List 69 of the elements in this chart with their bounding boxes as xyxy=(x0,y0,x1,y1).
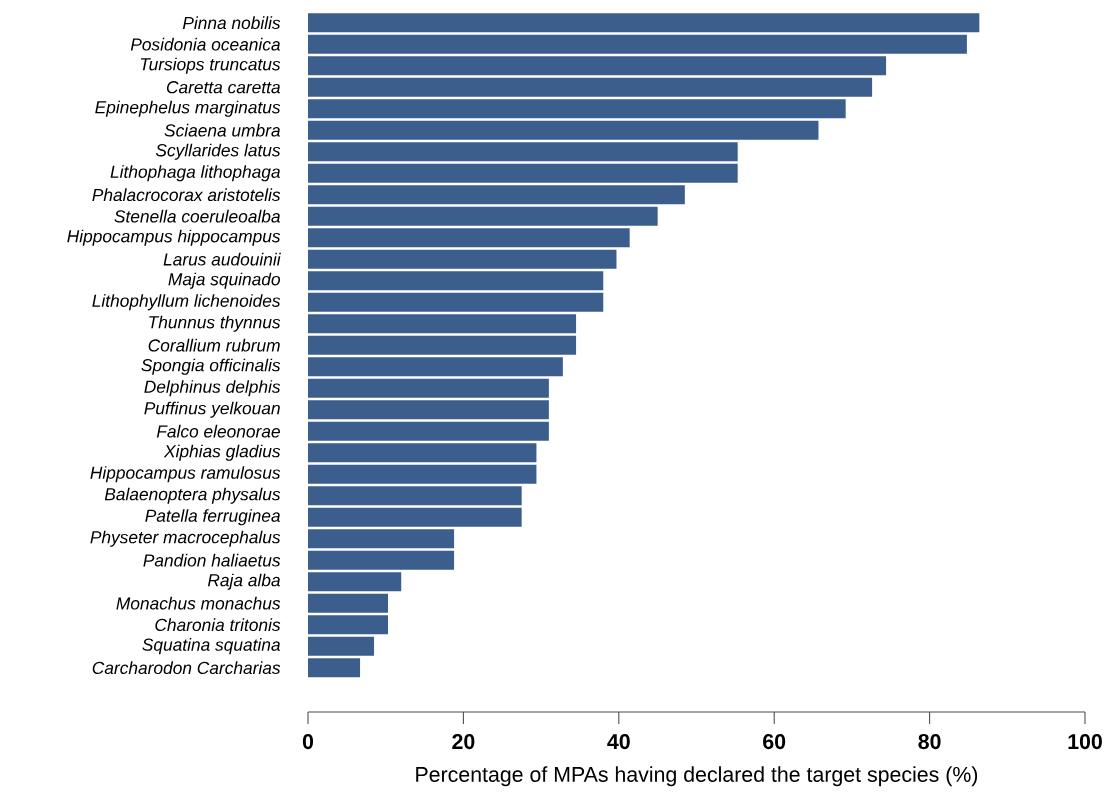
y-tick-label: Delphinus delphis xyxy=(144,380,281,397)
x-tick-label: 60 xyxy=(763,734,786,750)
bar xyxy=(308,443,537,463)
bar xyxy=(308,314,577,334)
bar xyxy=(308,593,389,613)
y-tick-label: Stenella coeruleoalba xyxy=(114,209,280,223)
bar xyxy=(308,529,455,549)
y-tick-label: Lithophyllum lichenoides xyxy=(92,294,281,311)
y-tick-label: Tursiops truncatus xyxy=(140,57,281,74)
y-tick-label: Squatina squatina xyxy=(142,638,280,655)
x-tick-label: 20 xyxy=(452,734,475,750)
y-tick-label: Posidonia oceanica xyxy=(130,37,280,51)
y-tick-label: Balaenoptera physalus xyxy=(104,487,281,504)
y-tick-label: Carcharodon Carcharias xyxy=(92,661,281,675)
bar xyxy=(308,615,389,635)
y-tick-label: Physeter macrocephalus xyxy=(90,530,281,547)
bar xyxy=(308,292,604,312)
bar xyxy=(308,335,577,355)
x-axis-title: Percentage of MPAs having declared the target species (%) xyxy=(416,766,978,787)
x-tick-label: 0 xyxy=(302,734,314,750)
y-tick-label: Patella ferruginea xyxy=(145,509,280,526)
y-tick-label: Scyllarides latus xyxy=(155,143,281,160)
y-tick-label: Falco eleonorae xyxy=(156,424,280,438)
bar xyxy=(308,228,630,248)
y-tick-label: Caretta caretta xyxy=(166,81,281,94)
bar xyxy=(308,507,522,527)
y-tick-label: Raja alba xyxy=(207,573,280,590)
bar xyxy=(308,163,738,183)
y-tick-label: Hippocampus hippocampus xyxy=(67,229,281,246)
y-tick-label: Phalacrocorax aristotelis xyxy=(92,188,281,202)
x-tick-label: 40 xyxy=(607,734,630,750)
y-tick-label: Spongia officinalis xyxy=(141,358,281,375)
bar xyxy=(308,56,887,76)
y-tick-label: Epinephelus marginatus xyxy=(95,100,281,117)
bar xyxy=(308,658,361,678)
bar xyxy=(308,636,375,656)
y-tick-label: Sciaena umbra xyxy=(164,123,280,137)
bar xyxy=(308,550,455,570)
bar xyxy=(308,572,402,592)
bar xyxy=(308,378,549,398)
y-tick-label: Lithophaga lithophaga xyxy=(110,165,280,182)
y-tick-label: Charonia tritonis xyxy=(155,618,281,632)
x-tick-label: 80 xyxy=(918,734,941,750)
y-tick-label: Xiphias gladius xyxy=(163,444,281,461)
bar xyxy=(308,249,617,269)
y-tick-label: Pinna nobilis xyxy=(182,16,281,30)
y-tick-label: Corallium rubrum xyxy=(148,338,280,352)
y-tick-label: Larus audouinii xyxy=(163,252,281,266)
y-tick-label: Puffinus yelkouan xyxy=(144,401,280,418)
bar xyxy=(308,400,549,420)
bar xyxy=(308,464,537,484)
y-tick-label: Thunnus thynnus xyxy=(149,315,281,332)
bar xyxy=(308,206,658,226)
y-tick-label: Monachus monachus xyxy=(116,596,281,610)
bar xyxy=(308,13,980,33)
bar xyxy=(308,185,685,205)
bar xyxy=(308,357,563,377)
bar xyxy=(308,120,819,140)
x-tick-label: 100 xyxy=(1068,734,1102,750)
bar xyxy=(308,99,846,119)
bar xyxy=(308,486,522,506)
bar xyxy=(308,271,604,291)
y-tick-label: Pandion haliaetus xyxy=(143,553,281,567)
y-tick-label: Maja squinado xyxy=(168,272,281,289)
bar xyxy=(308,77,873,97)
bar xyxy=(308,142,738,162)
y-tick-label: Hippocampus ramulosus xyxy=(90,466,281,483)
bar xyxy=(308,34,967,54)
bar xyxy=(308,421,549,441)
